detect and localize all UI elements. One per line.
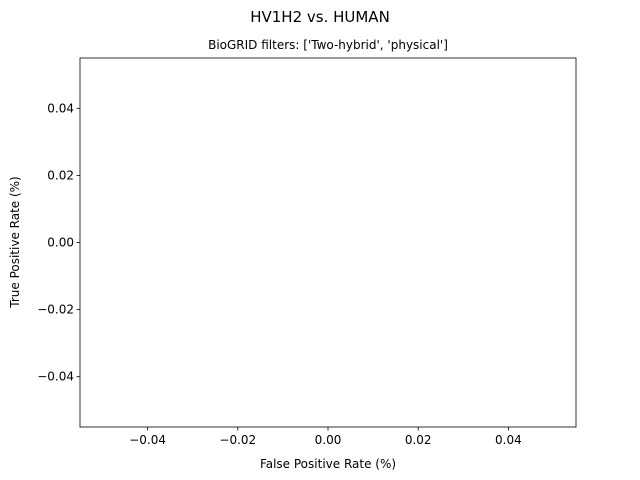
x-tick-label: 0.04 bbox=[495, 433, 522, 447]
y-tick-label: −0.04 bbox=[37, 370, 74, 384]
y-tick-label: 0.02 bbox=[47, 168, 74, 182]
x-axis-label: False Positive Rate (%) bbox=[260, 457, 396, 471]
y-tick-label: 0.00 bbox=[47, 236, 74, 250]
y-axis: −0.04 −0.02 0.00 0.02 0.04 bbox=[37, 101, 80, 384]
chart-title: HV1H2 vs. HUMAN bbox=[250, 8, 390, 26]
chart-subtitle: BioGRID filters: ['Two-hybrid', 'physica… bbox=[208, 38, 448, 52]
x-tick-label: 0.00 bbox=[315, 433, 342, 447]
y-tick-label: 0.04 bbox=[47, 101, 74, 115]
y-axis-label: True Positive Rate (%) bbox=[8, 176, 22, 308]
plot-frame bbox=[79, 57, 577, 428]
x-tick-label: −0.02 bbox=[219, 433, 256, 447]
x-axis: −0.04 −0.02 0.00 0.02 0.04 bbox=[129, 427, 522, 447]
plot-area bbox=[79, 57, 577, 428]
x-tick-label: 0.02 bbox=[405, 433, 432, 447]
y-tick-label: −0.02 bbox=[37, 303, 74, 317]
x-tick-label: −0.04 bbox=[129, 433, 166, 447]
